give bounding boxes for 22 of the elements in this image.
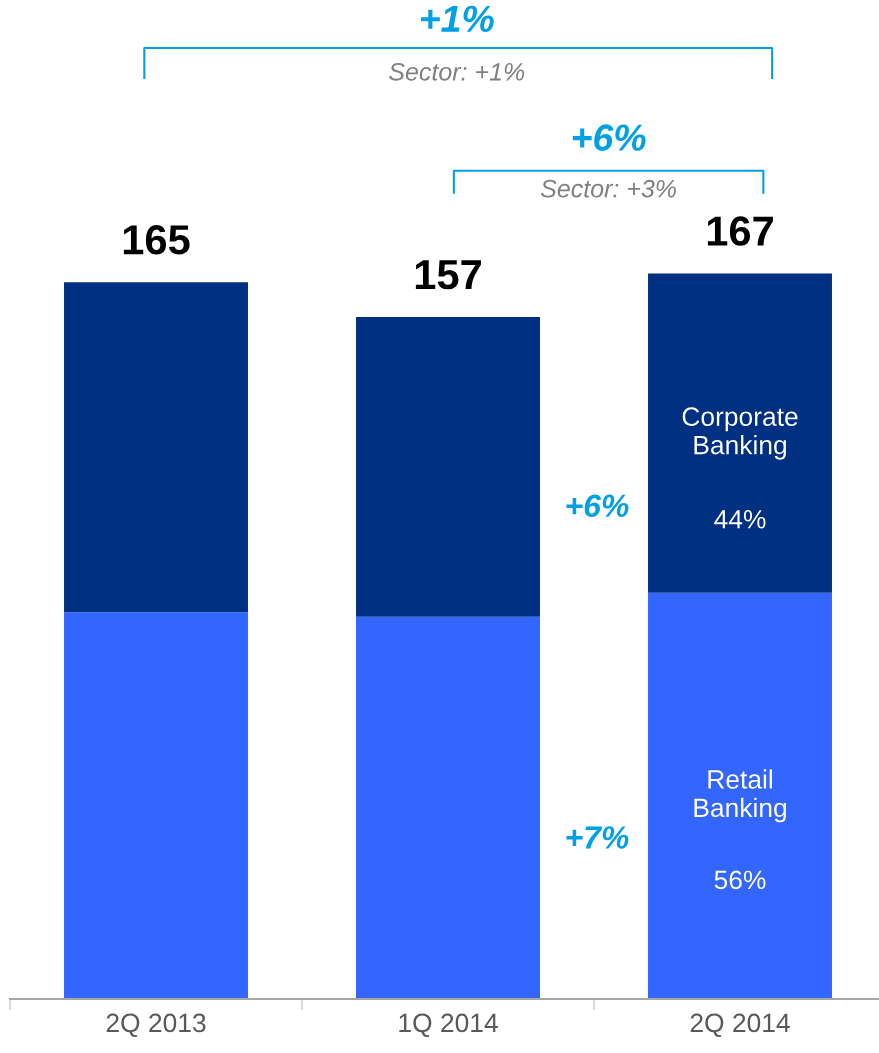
annotation: 44%	[714, 509, 766, 529]
x-tick-label: 1Q 2014	[399, 1013, 498, 1037]
bar	[64, 612, 248, 999]
annotation: +6%	[566, 494, 629, 518]
series-label: Corporate Banking	[682, 407, 798, 460]
bar	[356, 616, 540, 999]
text: Sector: +3%	[540, 179, 676, 198]
x-tick-label: 2Q 2013	[106, 1013, 206, 1037]
bar	[648, 592, 832, 999]
annotation: 56%	[714, 870, 766, 890]
annotation: +7%	[566, 826, 629, 849]
annotation: 165	[123, 225, 190, 255]
annotation: 157	[415, 260, 481, 290]
text: +6%	[572, 124, 646, 151]
series-label: Retail Banking	[694, 769, 786, 823]
x-tick-label: 2Q 2014	[690, 1013, 790, 1037]
text: +1%	[421, 5, 494, 32]
bar	[64, 282, 248, 613]
bar	[356, 317, 540, 617]
bar	[648, 273, 832, 593]
annotation: 167	[707, 216, 773, 246]
text: Sector: +1%	[389, 62, 525, 81]
